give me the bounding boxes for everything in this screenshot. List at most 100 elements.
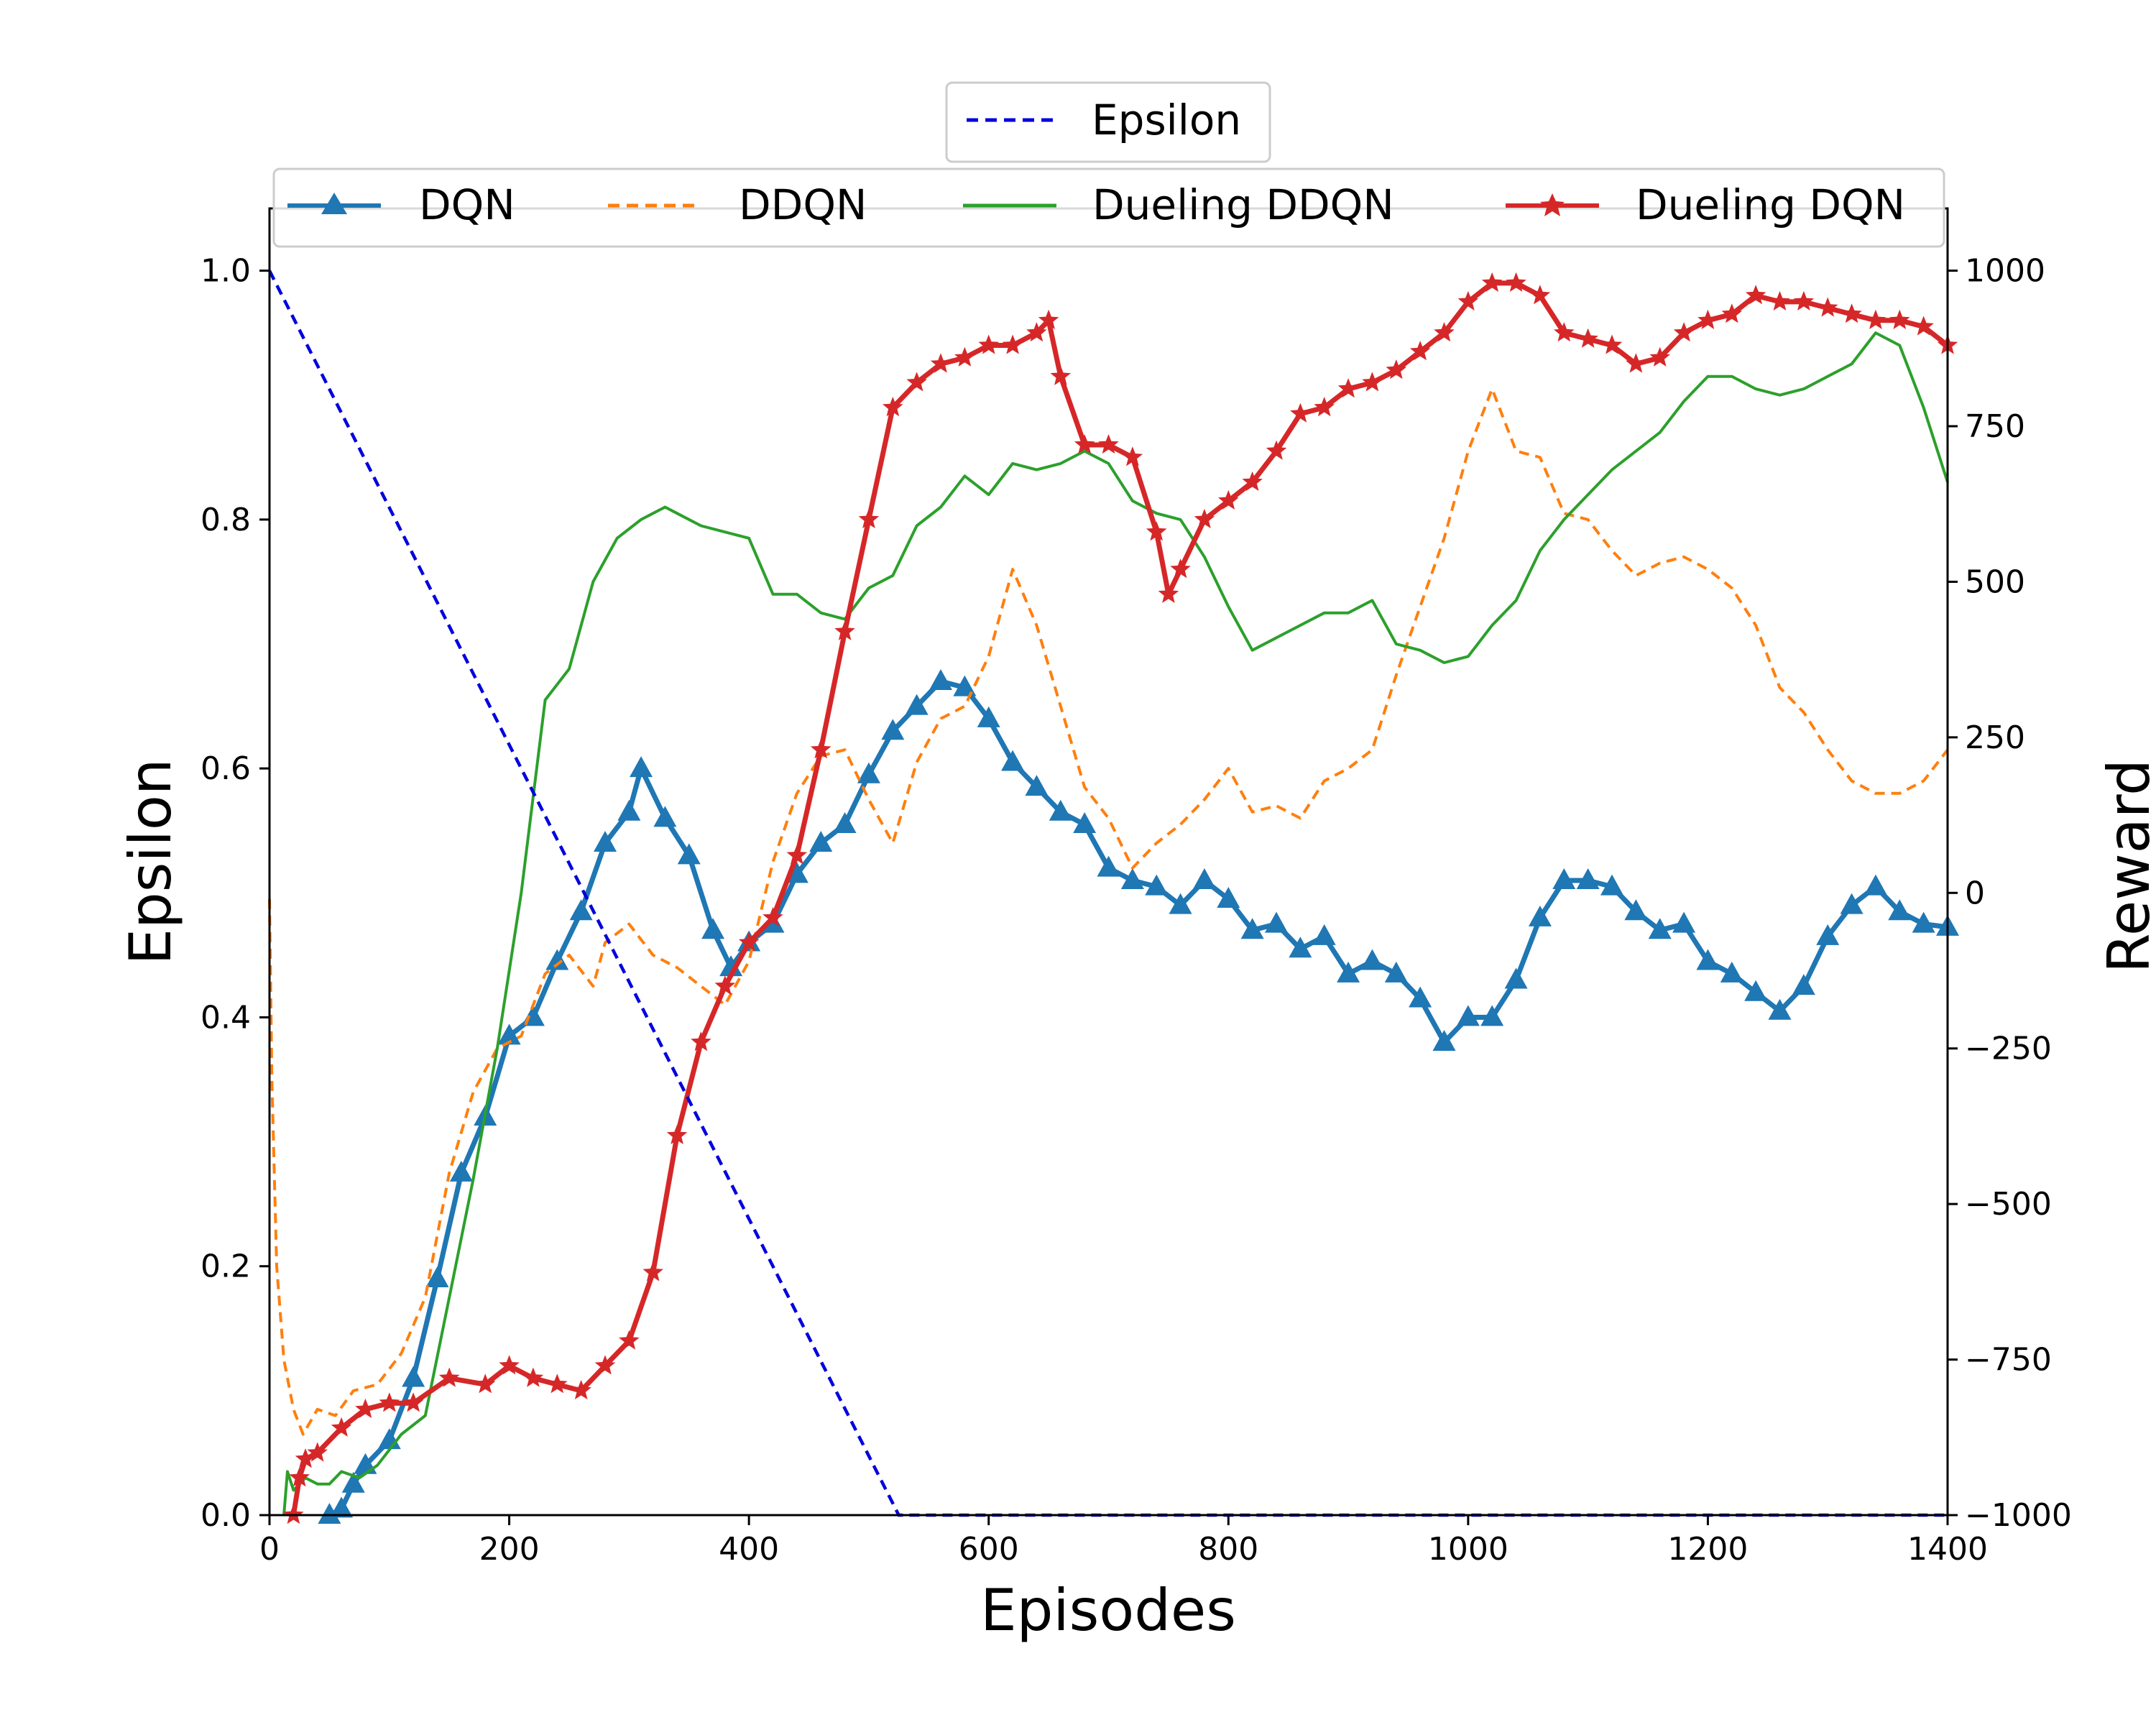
marker-dueling-dqn (1529, 285, 1551, 305)
marker-dueling-dqn (978, 334, 999, 354)
x-tick-label: 1400 (1907, 1531, 1988, 1568)
marker-dqn (1504, 967, 1528, 989)
marker-dueling-dqn (1601, 334, 1623, 354)
marker-dqn (1720, 961, 1743, 983)
marker-dueling-dqn (619, 1330, 640, 1350)
series-dueling-dqn (283, 272, 1958, 1524)
marker-dqn (1001, 750, 1025, 771)
marker-dueling-dqn (666, 1124, 688, 1144)
marker-dueling-dqn (295, 1448, 316, 1468)
marker-dqn (1552, 868, 1576, 889)
marker-dueling-dqn (954, 346, 975, 367)
y-right-tick-label: 500 (1965, 564, 2025, 600)
marker-dueling-dqn (1038, 309, 1059, 329)
marker-dueling-dqn (1554, 322, 1575, 342)
marker-dueling-dqn (738, 932, 760, 952)
y-right-tick-label: 0 (1965, 875, 1985, 911)
marker-dqn (1145, 874, 1169, 896)
marker-dueling-dqn (307, 1442, 328, 1462)
marker-dueling-dqn (1050, 365, 1072, 385)
marker-dqn (1097, 855, 1120, 877)
y-left-tick-label: 0.0 (201, 1497, 251, 1534)
marker-dqn (1432, 1030, 1456, 1052)
y-right-tick-label: −750 (1965, 1342, 2052, 1379)
marker-dqn (1456, 1005, 1480, 1026)
marker-dqn (1120, 868, 1144, 889)
legend-main: DQN DDQN Dueling DDQN Dueling DQN (272, 167, 1945, 248)
marker-dueling-dqn (1626, 353, 1646, 373)
marker-dueling-dqn (1793, 290, 1815, 310)
marker-dqn (1312, 924, 1336, 945)
marker-dqn (1792, 974, 1815, 995)
marker-dueling-dqn (474, 1374, 496, 1394)
marker-dueling-dqn (499, 1355, 520, 1375)
marker-dueling-dqn (1314, 397, 1335, 417)
y-right-tick-label: 750 (1965, 408, 2025, 445)
marker-dueling-dqn (1409, 341, 1431, 361)
legend-epsilon-label: Epsilon (1092, 96, 1241, 144)
marker-dueling-dqn (1697, 309, 1718, 329)
y-right-tick-label: −1000 (1965, 1497, 2072, 1534)
marker-dueling-dqn (1386, 359, 1407, 380)
marker-dueling-dqn (1649, 346, 1670, 367)
y-left-axis-title: Epsilon (117, 758, 184, 965)
marker-dueling-dqn (642, 1261, 663, 1282)
marker-dqn (1384, 961, 1408, 983)
legend-dueling-ddqn-label: Dueling DDQN (1092, 180, 1394, 229)
marker-dueling-dqn (1721, 303, 1743, 323)
marker-dqn (1840, 893, 1864, 914)
marker-dqn (1768, 998, 1792, 1020)
marker-dqn (809, 831, 833, 852)
x-axis-title: Episodes (980, 1577, 1236, 1644)
marker-dqn (1648, 918, 1672, 939)
marker-dueling-dqn (1290, 402, 1311, 423)
y-right-tick-label: −500 (1965, 1186, 2052, 1223)
marker-dueling-dqn (355, 1398, 376, 1418)
marker-dqn (785, 862, 808, 883)
series-dueling-ddqn (282, 331, 1949, 1516)
marker-dqn (1265, 911, 1288, 933)
legend-dqn-label: DQN (419, 180, 515, 229)
marker-dqn (905, 694, 929, 715)
marker-dqn (1888, 899, 1912, 921)
marker-dueling-dqn (883, 397, 903, 417)
legend-ddqn-label: DDQN (739, 180, 867, 229)
marker-dqn (1169, 893, 1192, 914)
marker-dueling-dqn (786, 845, 808, 865)
y-right-tick-label: −250 (1965, 1031, 2052, 1067)
marker-dqn (449, 1160, 473, 1182)
marker-dueling-dqn (1002, 334, 1023, 354)
marker-dueling-dqn (1218, 489, 1239, 510)
marker-dueling-dqn (1913, 316, 1934, 336)
marker-dueling-dqn (691, 1031, 711, 1052)
legend-dueling-dqn-marker (1540, 193, 1565, 216)
marker-dueling-dqn (858, 508, 880, 528)
x-tick-label: 600 (959, 1531, 1019, 1568)
marker-dueling-dqn (1158, 583, 1179, 603)
marker-dqn (1409, 986, 1432, 1008)
legend-epsilon-frame (945, 81, 1271, 163)
marker-dueling-dqn (1457, 290, 1479, 310)
marker-dueling-dqn (1769, 290, 1790, 310)
x-tick-label: 1000 (1428, 1531, 1508, 1568)
marker-dqn (701, 918, 725, 939)
marker-dqn (881, 719, 905, 740)
marker-dqn (653, 806, 677, 827)
marker-dqn (497, 1024, 521, 1045)
y-right-tick-label: 1000 (1965, 253, 2045, 290)
marker-dqn (857, 762, 880, 783)
marker-dueling-dqn (1673, 322, 1695, 342)
marker-dueling-dqn (1577, 328, 1598, 348)
marker-dueling-dqn (1817, 297, 1838, 317)
marker-dqn (1672, 911, 1696, 933)
marker-dqn (1289, 937, 1312, 958)
marker-dueling-dqn (1194, 508, 1215, 528)
marker-dqn (617, 799, 641, 821)
marker-dueling-dqn (906, 372, 927, 392)
marker-dqn (1696, 949, 1720, 970)
x-tick-label: 800 (1198, 1531, 1258, 1568)
marker-dqn (630, 756, 653, 778)
marker-dueling-dqn (1481, 272, 1503, 292)
marker-dueling-dqn (1146, 521, 1167, 541)
